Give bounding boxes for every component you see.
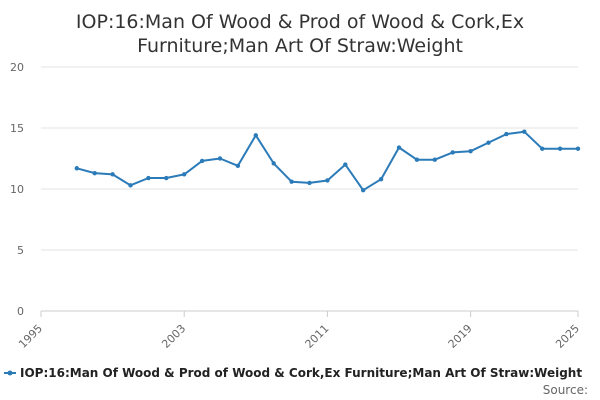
x-tick-label-2019: 2019: [446, 322, 475, 351]
legend[interactable]: IOP:16:Man Of Wood & Prod of Wood & Cork…: [4, 366, 582, 380]
data-point-2016[interactable]: [414, 157, 420, 162]
chart-title-line-1: IOP:16:Man Of Wood & Prod of Wood & Cork…: [76, 11, 524, 33]
data-point-2024[interactable]: [557, 146, 563, 151]
series-group: [74, 129, 581, 193]
data-point-2006[interactable]: [235, 163, 241, 169]
x-axis: 1995 2003 2011 2019 2025: [16, 310, 582, 351]
y-axis-ticks: 0 5 10 15 20: [10, 61, 24, 318]
data-point-2019[interactable]: [468, 148, 473, 154]
data-point-2001[interactable]: [146, 175, 151, 181]
data-point-2020[interactable]: [486, 140, 491, 145]
legend-series-label: IOP:16:Man Of Wood & Prod of Wood & Cork…: [20, 366, 582, 380]
data-point-2003[interactable]: [182, 172, 187, 177]
data-point-1999[interactable]: [110, 172, 115, 177]
y-tick-label-15: 15: [10, 122, 24, 135]
data-point-2023[interactable]: [540, 146, 545, 151]
data-point-2021[interactable]: [504, 131, 509, 137]
data-point-2010[interactable]: [307, 180, 312, 186]
x-tick-label-2003: 2003: [159, 322, 188, 351]
data-point-2000[interactable]: [128, 183, 133, 188]
data-point-1998[interactable]: [92, 170, 97, 176]
data-point-2011[interactable]: [325, 178, 330, 183]
y-tick-label-20: 20: [10, 61, 24, 74]
data-point-2012[interactable]: [343, 162, 348, 167]
data-point-2004[interactable]: [199, 158, 205, 164]
y-tick-label-5: 5: [17, 244, 24, 257]
y-tick-label-0: 0: [17, 305, 24, 318]
data-point-2025[interactable]: [575, 146, 581, 151]
data-point-2018[interactable]: [450, 150, 455, 155]
data-point-2022[interactable]: [522, 129, 527, 134]
source-label: Source:: [543, 383, 588, 397]
data-point-2009[interactable]: [289, 179, 294, 184]
data-point-2008[interactable]: [271, 161, 276, 166]
data-point-2007[interactable]: [253, 133, 258, 138]
y-tick-label-10: 10: [10, 183, 24, 196]
data-point-2014[interactable]: [378, 177, 384, 182]
x-tick-label-2025: 2025: [553, 322, 582, 351]
data-point-1997[interactable]: [74, 166, 80, 171]
data-point-2005[interactable]: [217, 156, 223, 161]
legend-marker-swatch: [7, 370, 13, 376]
data-point-2017[interactable]: [432, 157, 437, 162]
gridlines: [41, 66, 578, 312]
x-tick-label-1995: 1995: [16, 322, 45, 351]
data-point-2002[interactable]: [164, 175, 169, 181]
chart-title-line-2: Furniture;Man Art Of Straw:Weight: [137, 35, 463, 57]
data-point-2013[interactable]: [361, 188, 366, 193]
x-tick-label-2011: 2011: [303, 322, 332, 351]
data-point-2015[interactable]: [396, 145, 402, 150]
